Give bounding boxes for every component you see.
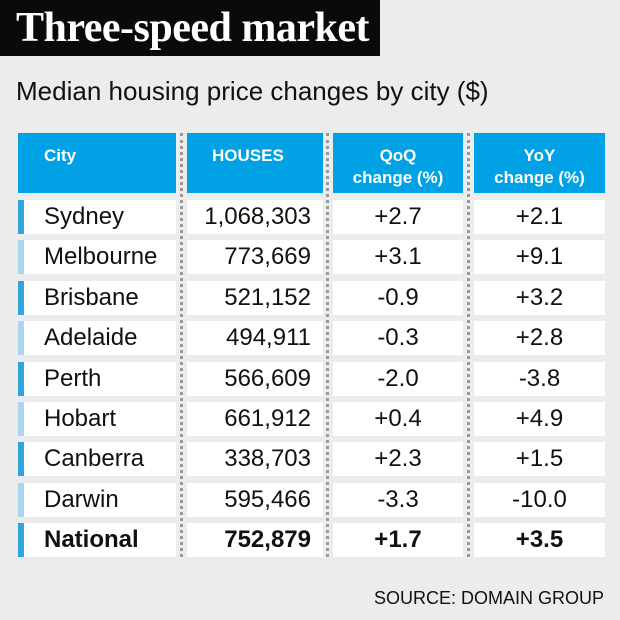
cell-houses: 338,703 bbox=[187, 442, 323, 477]
cell-yoy: +4.9 bbox=[474, 402, 605, 436]
cell-houses: 752,879 bbox=[187, 523, 323, 558]
column-header-city: City bbox=[18, 133, 176, 193]
row-accent-marker bbox=[18, 523, 24, 558]
table-row: Sydney 1,068,303 +2.7 +2.1 bbox=[0, 200, 620, 234]
row-accent-marker bbox=[18, 321, 24, 356]
cell-houses: 1,068,303 bbox=[187, 200, 323, 234]
cell-yoy: +2.1 bbox=[474, 200, 605, 234]
row-accent-marker bbox=[18, 240, 24, 275]
chart-subtitle: Median housing price changes by city ($) bbox=[16, 76, 489, 106]
column-header-qoq-line1: QoQ bbox=[379, 146, 417, 165]
cell-city: Sydney bbox=[18, 200, 176, 234]
cell-city: Perth bbox=[18, 361, 176, 396]
cell-qoq: -2.0 bbox=[333, 361, 463, 396]
cell-yoy: +3.5 bbox=[474, 523, 605, 558]
title-bar: Three-speed market bbox=[0, 0, 380, 56]
row-accent-marker bbox=[18, 402, 24, 436]
cell-qoq: +0.4 bbox=[333, 402, 463, 436]
column-separator bbox=[467, 133, 470, 557]
cell-city: National bbox=[18, 523, 176, 558]
row-accent-marker bbox=[18, 280, 24, 315]
column-header-city-label: City bbox=[44, 146, 77, 165]
cell-yoy: +1.5 bbox=[474, 442, 605, 477]
cell-qoq: +1.7 bbox=[333, 523, 463, 558]
cell-city: Canberra bbox=[18, 442, 176, 477]
column-header-yoy-line2: change (%) bbox=[494, 168, 585, 187]
column-header-qoq-line2: change (%) bbox=[352, 168, 444, 187]
cell-qoq: -0.3 bbox=[333, 321, 463, 356]
cell-city: Adelaide bbox=[18, 321, 176, 356]
cell-houses: 773,669 bbox=[187, 240, 323, 275]
column-header-qoq: QoQ change (%) bbox=[333, 133, 463, 193]
cell-qoq: +2.7 bbox=[333, 200, 463, 234]
cell-qoq: -0.9 bbox=[333, 280, 463, 315]
cell-qoq: +3.1 bbox=[333, 240, 463, 275]
table-row: National 752,879 +1.7 +3.5 bbox=[0, 523, 620, 558]
table-row: Perth 566,609 -2.0 -3.8 bbox=[0, 361, 620, 396]
cell-houses: 661,912 bbox=[187, 402, 323, 436]
cell-yoy: -3.8 bbox=[474, 361, 605, 396]
chart-title: Three-speed market bbox=[16, 5, 369, 51]
cell-yoy: +9.1 bbox=[474, 240, 605, 275]
column-header-houses: HOUSES bbox=[187, 133, 323, 193]
cell-qoq: -3.3 bbox=[333, 482, 463, 517]
cell-city: Hobart bbox=[18, 402, 176, 436]
source-note: SOURCE: DOMAIN GROUP bbox=[373, 588, 604, 608]
table-row: Canberra 338,703 +2.3 +1.5 bbox=[0, 442, 620, 477]
column-separator bbox=[180, 133, 183, 557]
cell-houses: 595,466 bbox=[187, 482, 323, 517]
table-row: Adelaide 494,911 -0.3 +2.8 bbox=[0, 321, 620, 356]
cell-yoy: +3.2 bbox=[474, 280, 605, 315]
cell-yoy: +2.8 bbox=[474, 321, 605, 356]
cell-city: Brisbane bbox=[18, 280, 176, 315]
cell-houses: 566,609 bbox=[187, 361, 323, 396]
row-accent-marker bbox=[18, 442, 24, 477]
column-header-yoy: YoY change (%) bbox=[474, 133, 605, 193]
cell-houses: 494,911 bbox=[187, 321, 323, 356]
row-accent-marker bbox=[18, 482, 24, 517]
column-separator bbox=[326, 133, 329, 557]
column-header-yoy-line1: YoY bbox=[523, 146, 556, 165]
row-accent-marker bbox=[18, 200, 24, 234]
column-header-houses-label: HOUSES bbox=[212, 146, 284, 165]
table-row: Brisbane 521,152 -0.9 +3.2 bbox=[0, 280, 620, 315]
cell-city: Melbourne bbox=[18, 240, 176, 275]
table-row: Darwin 595,466 -3.3 -10.0 bbox=[0, 482, 620, 517]
table-row: Melbourne 773,669 +3.1 +9.1 bbox=[0, 240, 620, 275]
cell-yoy: -10.0 bbox=[474, 482, 605, 517]
cell-city: Darwin bbox=[18, 482, 176, 517]
cell-houses: 521,152 bbox=[187, 280, 323, 315]
table-row: Hobart 661,912 +0.4 +4.9 bbox=[0, 402, 620, 436]
row-accent-marker bbox=[18, 361, 24, 396]
cell-qoq: +2.3 bbox=[333, 442, 463, 477]
